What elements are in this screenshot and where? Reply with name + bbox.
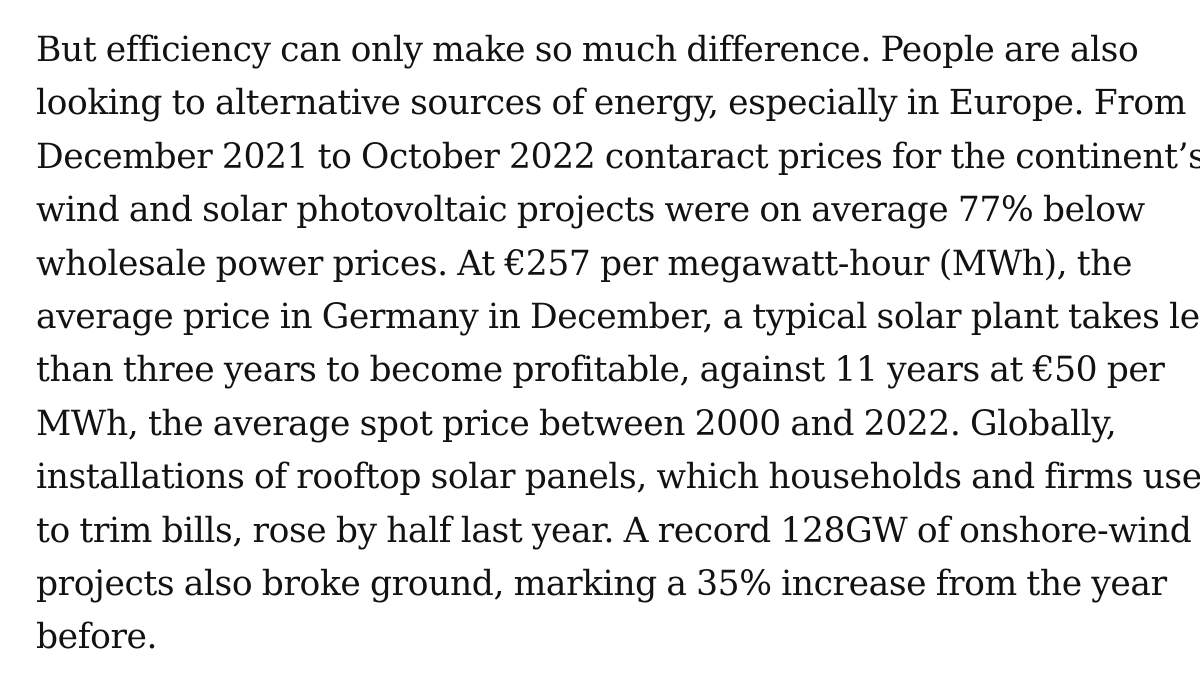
paragraph-line: December 2021 to October 2022 contaract … [36,136,1200,177]
paragraph-line: average price in Germany in December, a … [36,297,1200,338]
article-paragraph: But efficiency can only make so much dif… [36,24,1200,665]
paragraph-line: than three years to become profitable, a… [36,350,1165,391]
paragraph-line: projects also broke ground, marking a 35… [36,564,1167,605]
paragraph-line: wind and solar photovoltaic projects wer… [36,190,1145,231]
paragraph-line: installations of rooftop solar panels, w… [36,457,1200,498]
paragraph-line: before. [36,617,158,658]
paragraph-line: looking to alternative sources of energy… [36,83,1187,124]
paragraph-line: MWh, the average spot price between 2000… [36,403,1117,444]
paragraph-line: But efficiency can only make so much dif… [36,30,1139,70]
paragraph-line: wholesale power prices. At €257 per mega… [36,243,1133,284]
paragraph-line: to trim bills, rose by half last year. A… [36,510,1192,551]
